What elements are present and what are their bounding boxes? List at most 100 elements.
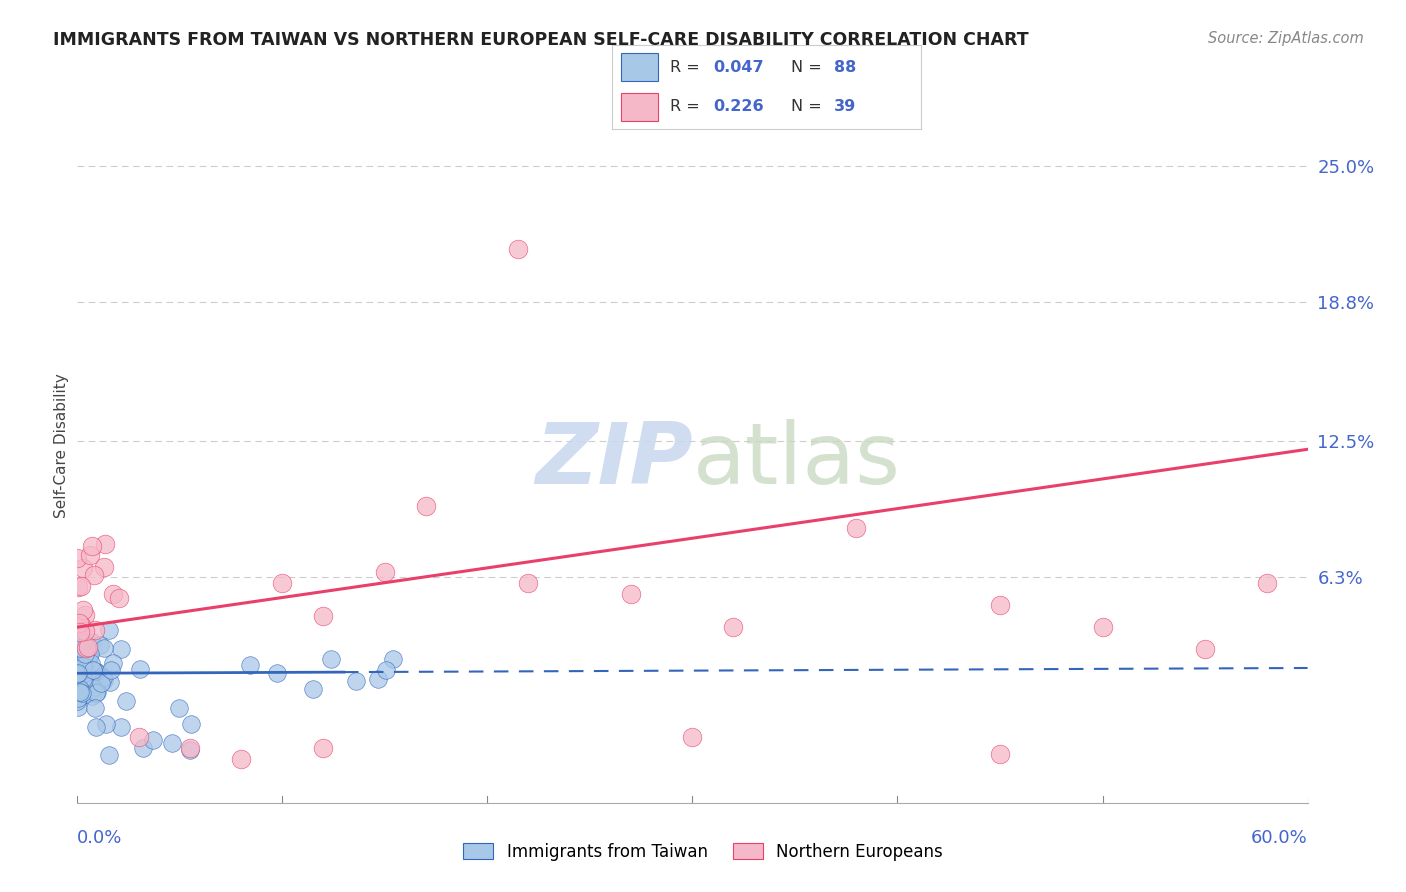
Point bbox=[302, 682, 325, 697]
Text: ZIP: ZIP bbox=[534, 418, 693, 502]
Point bbox=[83, 568, 105, 582]
Point bbox=[100, 663, 122, 677]
Point bbox=[69, 624, 91, 639]
Point bbox=[94, 717, 117, 731]
Point bbox=[69, 681, 91, 696]
Point bbox=[72, 683, 94, 698]
Point bbox=[91, 671, 114, 685]
Point bbox=[517, 576, 540, 591]
Point bbox=[67, 615, 90, 630]
Point bbox=[83, 664, 105, 678]
Point bbox=[75, 656, 97, 670]
Point bbox=[988, 598, 1011, 612]
Point bbox=[312, 740, 335, 755]
Point bbox=[72, 672, 94, 686]
Bar bbox=[621, 54, 658, 81]
Text: Source: ZipAtlas.com: Source: ZipAtlas.com bbox=[1208, 31, 1364, 46]
Point bbox=[69, 618, 91, 632]
Point bbox=[76, 654, 98, 668]
Point bbox=[508, 243, 530, 257]
Point bbox=[93, 673, 115, 688]
Point bbox=[375, 664, 398, 678]
Point bbox=[231, 752, 253, 766]
Text: R =: R = bbox=[671, 60, 706, 75]
Point bbox=[374, 566, 396, 580]
Point bbox=[80, 657, 103, 671]
Point bbox=[845, 521, 868, 535]
Point bbox=[266, 665, 288, 680]
Point bbox=[70, 657, 93, 671]
Point bbox=[90, 669, 112, 683]
Point bbox=[83, 701, 105, 715]
Point bbox=[73, 647, 96, 661]
Point bbox=[93, 560, 115, 574]
Point bbox=[75, 686, 97, 700]
Point bbox=[101, 587, 124, 601]
Point bbox=[132, 741, 155, 756]
Point bbox=[100, 675, 122, 690]
Text: 60.0%: 60.0% bbox=[1251, 830, 1308, 847]
Point bbox=[319, 651, 342, 665]
Point bbox=[1091, 620, 1114, 634]
Point bbox=[723, 620, 745, 634]
Point bbox=[312, 609, 335, 624]
Point bbox=[72, 667, 94, 681]
Point bbox=[67, 675, 90, 690]
Point bbox=[75, 672, 97, 686]
Point bbox=[682, 730, 704, 744]
Point bbox=[76, 673, 98, 687]
Point bbox=[84, 720, 107, 734]
Point bbox=[86, 685, 108, 699]
Point bbox=[179, 740, 201, 755]
Text: R =: R = bbox=[671, 99, 706, 114]
Point bbox=[988, 747, 1011, 762]
Point bbox=[367, 672, 389, 686]
Point bbox=[69, 662, 91, 676]
Point bbox=[238, 657, 260, 672]
Point bbox=[69, 640, 91, 655]
Point bbox=[271, 576, 294, 591]
Point bbox=[75, 686, 97, 700]
Point bbox=[67, 648, 90, 663]
Point bbox=[75, 624, 97, 638]
Point bbox=[1194, 642, 1216, 657]
Point bbox=[69, 579, 91, 593]
Text: 0.226: 0.226 bbox=[714, 99, 765, 114]
Point bbox=[97, 748, 120, 763]
Point bbox=[83, 623, 105, 637]
Text: IMMIGRANTS FROM TAIWAN VS NORTHERN EUROPEAN SELF-CARE DISABILITY CORRELATION CHA: IMMIGRANTS FROM TAIWAN VS NORTHERN EUROP… bbox=[53, 31, 1029, 49]
Text: N =: N = bbox=[792, 99, 827, 114]
Point bbox=[82, 539, 104, 553]
Point bbox=[79, 647, 101, 661]
Y-axis label: Self-Care Disability: Self-Care Disability bbox=[53, 374, 69, 518]
Point bbox=[66, 666, 89, 681]
Point bbox=[66, 700, 89, 714]
Point bbox=[162, 736, 184, 750]
Text: 88: 88 bbox=[834, 60, 856, 75]
Point bbox=[69, 685, 91, 699]
Point bbox=[77, 651, 100, 665]
Point bbox=[179, 742, 201, 756]
Point bbox=[77, 671, 100, 685]
Point bbox=[67, 691, 90, 706]
Point bbox=[67, 656, 90, 670]
Point bbox=[76, 640, 98, 654]
Point bbox=[72, 660, 94, 674]
Point bbox=[66, 666, 89, 681]
Point bbox=[82, 663, 104, 677]
Point bbox=[94, 537, 117, 551]
Point bbox=[89, 638, 111, 652]
Point bbox=[97, 623, 120, 637]
Text: 39: 39 bbox=[834, 99, 856, 114]
Point bbox=[72, 603, 94, 617]
Point bbox=[70, 652, 93, 666]
Point bbox=[69, 672, 91, 686]
Point bbox=[67, 669, 90, 683]
Point bbox=[84, 686, 107, 700]
Point bbox=[66, 551, 89, 566]
Point bbox=[66, 674, 89, 689]
Point bbox=[66, 693, 89, 707]
Point bbox=[80, 670, 103, 684]
Point bbox=[108, 591, 131, 605]
Point bbox=[129, 662, 152, 676]
